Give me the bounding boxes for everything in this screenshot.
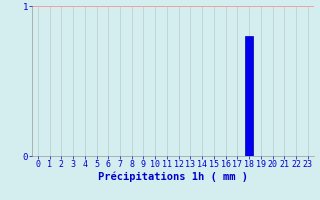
X-axis label: Précipitations 1h ( mm ): Précipitations 1h ( mm ): [98, 172, 248, 182]
Bar: [245, 36, 253, 156]
